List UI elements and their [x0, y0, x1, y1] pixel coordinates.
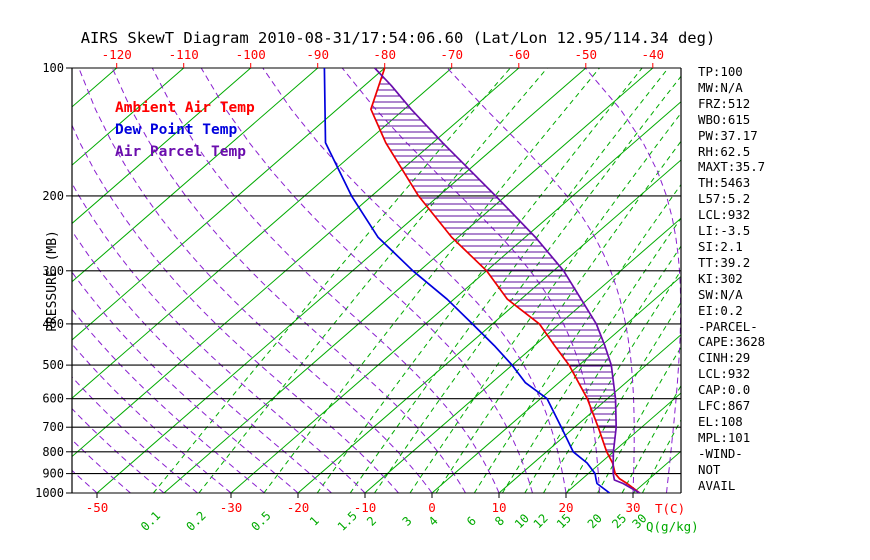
svg-text:-50: -50 — [86, 500, 109, 515]
svg-text:-70: -70 — [440, 47, 463, 62]
stat-line: LI:-3.5 — [698, 223, 751, 239]
stats-panel: TP:100 MW:N/A FRZ:512 WBO:615 PW:37.17 RH:62.… — [698, 64, 765, 493]
svg-text:-10: -10 — [354, 500, 377, 515]
svg-text:0.1: 0.1 — [138, 509, 163, 534]
pressure-axis-labels: 100 200 300 400 500 600 700 800 900 1000 — [35, 61, 64, 500]
bottom-axis-labels: -50 -30 -20 -10 0 10 20 300.1 0.2 0.5 1 1.5 2 3 4 6 8 101… — [86, 493, 650, 534]
pressure-axis-title: PRESSURE (MB) — [45, 230, 60, 332]
svg-text:30: 30 — [625, 500, 640, 515]
pressure-grid — [66, 67, 682, 494]
svg-text:20: 20 — [585, 511, 605, 531]
stat-line: TH:5463 — [698, 175, 751, 191]
stat-line: WBO:615 — [698, 111, 751, 127]
svg-text:Q(g/kg): Q(g/kg) — [646, 519, 699, 534]
legend-label-parcel: Air Parcel Temp — [115, 144, 246, 160]
stat-line: EI:0.2 — [698, 302, 743, 318]
svg-text:200: 200 — [42, 189, 64, 203]
stat-line: EL:108 — [698, 413, 743, 429]
svg-text:-80: -80 — [373, 47, 396, 62]
stat-line: CAPE:3628 — [698, 334, 766, 350]
svg-text:-50: -50 — [575, 47, 598, 62]
svg-text:2: 2 — [364, 514, 379, 529]
sounding-curves — [323, 68, 641, 493]
svg-text:10: 10 — [512, 511, 532, 531]
legend-label-ambient: Ambient Air Temp — [115, 100, 255, 116]
top-axis-labels: -120 -110 -100 -90 -80 -70 -60 -50 -40 — [102, 47, 664, 68]
stat-line: SI:2.1 — [698, 238, 743, 254]
legend: Ambient Air Temp Dew Point Temp Air Parc… — [115, 97, 255, 163]
svg-text:12: 12 — [531, 511, 551, 531]
stat-line: PW:37.17 — [698, 127, 758, 143]
svg-text:1: 1 — [307, 514, 322, 529]
legend-label-dewpoint: Dew Point Temp — [115, 122, 238, 138]
legend-item-parcel: Air Parcel Temp — [115, 141, 255, 163]
stat-line: MPL:101 — [698, 429, 751, 445]
axis-unit-labels: T(C) Q(g/kg) — [646, 501, 699, 534]
svg-text:100: 100 — [42, 61, 64, 75]
stat-line: MW:N/A — [698, 79, 743, 95]
stat-line: AVAIL — [698, 477, 736, 493]
svg-text:-120: -120 — [102, 47, 132, 62]
stat-line: LFC:867 — [698, 398, 751, 414]
legend-item-dewpoint: Dew Point Temp — [115, 119, 255, 141]
stat-line: MAXT:35.7 — [698, 159, 766, 175]
cape-hatch — [371, 77, 617, 457]
svg-text:20: 20 — [558, 500, 573, 515]
svg-text:700: 700 — [42, 420, 64, 434]
svg-text:4: 4 — [426, 514, 441, 529]
svg-text:500: 500 — [42, 358, 64, 372]
stat-line: FRZ:512 — [698, 95, 751, 111]
legend-item-ambient: Ambient Air Temp — [115, 97, 255, 119]
chart-title: AIRS SkewT Diagram 2010-08-31/17:54:06.6… — [80, 29, 716, 47]
svg-text:400: 400 — [42, 317, 64, 331]
stat-line: -PARCEL- — [698, 318, 758, 334]
stat-line: SW:N/A — [698, 286, 743, 302]
svg-text:-90: -90 — [306, 47, 329, 62]
svg-text:0: 0 — [428, 500, 436, 515]
stat-line: CAP:0.0 — [698, 382, 751, 398]
isotherm-lines — [72, 68, 681, 493]
svg-text:800: 800 — [42, 445, 64, 459]
svg-text:600: 600 — [42, 392, 64, 406]
stat-line: TP:100 — [698, 64, 743, 79]
svg-text:300: 300 — [42, 264, 64, 278]
svg-text:10: 10 — [491, 500, 506, 515]
svg-text:6: 6 — [464, 514, 479, 529]
adiabat-lines — [72, 68, 681, 493]
stat-line: NOT — [698, 461, 721, 477]
stat-line: -WIND- — [698, 445, 743, 461]
svg-text:8: 8 — [492, 514, 507, 529]
stat-line: LCL:932 — [698, 366, 751, 382]
stat-line: TT:39.2 — [698, 254, 751, 270]
svg-text:1000: 1000 — [35, 486, 64, 500]
stat-line: LCL:932 — [698, 207, 751, 223]
svg-text:3: 3 — [400, 514, 415, 529]
svg-text:-110: -110 — [169, 47, 199, 62]
svg-text:900: 900 — [42, 467, 64, 481]
svg-text:-60: -60 — [508, 47, 531, 62]
stat-line: RH:62.5 — [698, 143, 751, 159]
stat-line: CINH:29 — [698, 350, 751, 366]
stat-line: L57:5.2 — [698, 191, 751, 207]
svg-text:0.5: 0.5 — [248, 509, 273, 534]
stat-line: KI:302 — [698, 270, 743, 286]
svg-text:-30: -30 — [220, 500, 243, 515]
svg-text:-40: -40 — [642, 47, 665, 62]
svg-text:-20: -20 — [287, 500, 310, 515]
svg-text:-100: -100 — [236, 47, 266, 62]
svg-text:0.2: 0.2 — [183, 509, 208, 534]
svg-text:T(C): T(C) — [655, 501, 685, 516]
